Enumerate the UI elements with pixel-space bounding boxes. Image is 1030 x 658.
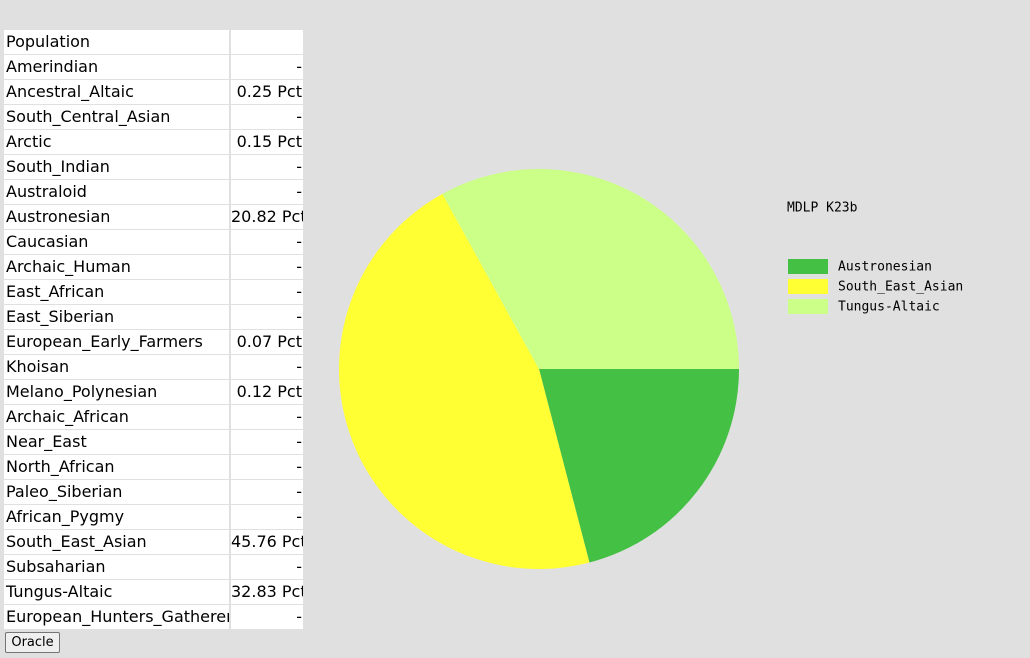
population-name: European_Hunters_Gatherers bbox=[4, 605, 229, 629]
population-name: Austronesian bbox=[4, 205, 229, 229]
population-value: 0.15 Pct bbox=[231, 130, 303, 154]
population-value: - bbox=[231, 430, 303, 454]
population-value: - bbox=[231, 405, 303, 429]
population-value: - bbox=[231, 455, 303, 479]
population-value: - bbox=[231, 255, 303, 279]
population-value: 32.83 Pct bbox=[231, 580, 303, 604]
population-name: Archaic_African bbox=[4, 405, 229, 429]
population-value: - bbox=[231, 230, 303, 254]
population-name: Ancestral_Altaic bbox=[4, 80, 229, 104]
population-name: Amerindian bbox=[4, 55, 229, 79]
population-name: Tungus-Altaic bbox=[4, 580, 229, 604]
population-name: Archaic_Human bbox=[4, 255, 229, 279]
population-value: 20.82 Pct bbox=[231, 205, 303, 229]
pie-slice bbox=[442, 169, 739, 369]
population-name: Khoisan bbox=[4, 355, 229, 379]
population-value: - bbox=[231, 355, 303, 379]
population-value: - bbox=[231, 180, 303, 204]
population-value: 0.07 Pct bbox=[231, 330, 303, 354]
population-value: - bbox=[231, 555, 303, 579]
table-header-cell bbox=[231, 30, 303, 54]
population-value: 45.76 Pct bbox=[231, 530, 303, 554]
population-name: Australoid bbox=[4, 180, 229, 204]
population-value: - bbox=[231, 605, 303, 629]
legend-swatch bbox=[788, 279, 828, 294]
table-header: Population bbox=[4, 30, 229, 54]
pie-slice bbox=[539, 369, 739, 563]
population-value: - bbox=[231, 55, 303, 79]
population-value: 0.25 Pct bbox=[231, 80, 303, 104]
population-value: 0.12 Pct bbox=[231, 380, 303, 404]
chart-title: MDLP K23b bbox=[787, 201, 858, 216]
population-name: East_Siberian bbox=[4, 305, 229, 329]
population-name: South_East_Asian bbox=[4, 530, 229, 554]
population-value: - bbox=[231, 480, 303, 504]
population-value: - bbox=[231, 155, 303, 179]
population-value: - bbox=[231, 505, 303, 529]
population-name: Arctic bbox=[4, 130, 229, 154]
population-name: Near_East bbox=[4, 430, 229, 454]
population-name: East_African bbox=[4, 280, 229, 304]
population-value: - bbox=[231, 305, 303, 329]
oracle-button[interactable]: Oracle bbox=[5, 632, 60, 653]
legend-label: South_East_Asian bbox=[838, 280, 963, 295]
pie-slice bbox=[338, 193, 590, 570]
population-name: Caucasian bbox=[4, 230, 229, 254]
population-name: Subsaharian bbox=[4, 555, 229, 579]
population-name: North_African bbox=[4, 455, 229, 479]
population-name: Melano_Polynesian bbox=[4, 380, 229, 404]
legend-swatch bbox=[788, 259, 828, 274]
population-name: Paleo_Siberian bbox=[4, 480, 229, 504]
legend-label: Tungus-Altaic bbox=[838, 300, 940, 315]
population-name: South_Indian bbox=[4, 155, 229, 179]
population-value: - bbox=[231, 280, 303, 304]
population-name: African_Pygmy bbox=[4, 505, 229, 529]
legend-label: Austronesian bbox=[838, 260, 932, 275]
legend-swatch bbox=[788, 299, 828, 314]
population-value: - bbox=[231, 105, 303, 129]
population-name: South_Central_Asian bbox=[4, 105, 229, 129]
population-name: European_Early_Farmers bbox=[4, 330, 229, 354]
